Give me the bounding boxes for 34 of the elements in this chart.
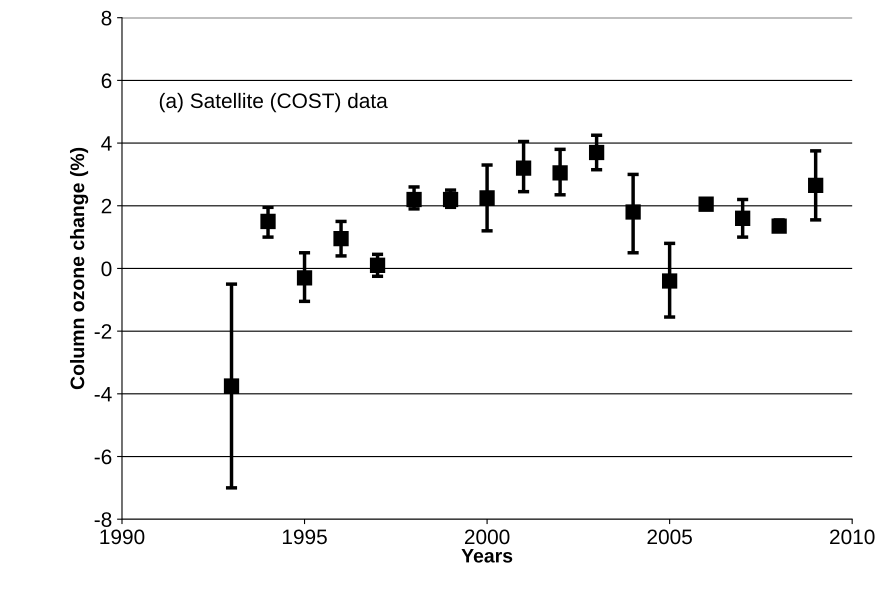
point [662, 273, 678, 289]
y-tick-label: -4 [94, 387, 112, 402]
point [552, 165, 568, 180]
point [808, 178, 824, 194]
x-tick-label: 2005 [648, 529, 692, 544]
x-tick-label: 1995 [282, 529, 327, 544]
point [260, 214, 276, 230]
point [406, 192, 422, 208]
x-tick-label: 2010 [830, 529, 875, 544]
y-tick-label: -2 [94, 324, 112, 339]
y-tick-label: 0 [102, 261, 112, 276]
point [442, 192, 458, 208]
y-tick-label: 2 [102, 198, 112, 214]
point [588, 144, 604, 160]
annotation: (a) Satellite (COST) data [160, 92, 388, 112]
y-tick-label: 8 [102, 10, 112, 26]
point [479, 190, 495, 206]
point [333, 231, 349, 246]
y-tick-label: -8 [94, 512, 112, 527]
point [296, 270, 312, 286]
point [370, 258, 386, 273]
point [224, 378, 240, 394]
point [772, 218, 787, 234]
y-tick-label: 6 [102, 73, 112, 88]
x-tick-label: 1990 [100, 529, 144, 544]
point [735, 210, 750, 226]
x-tick-label: 2000 [464, 529, 510, 544]
y-axis-title: Column ozone change (%) [70, 148, 88, 390]
point [698, 196, 714, 212]
point [625, 204, 641, 220]
y-tick-label: -6 [94, 450, 112, 464]
point [516, 160, 532, 176]
y-tick-label: 4 [101, 136, 112, 151]
x-axis-title: Years [461, 549, 512, 563]
